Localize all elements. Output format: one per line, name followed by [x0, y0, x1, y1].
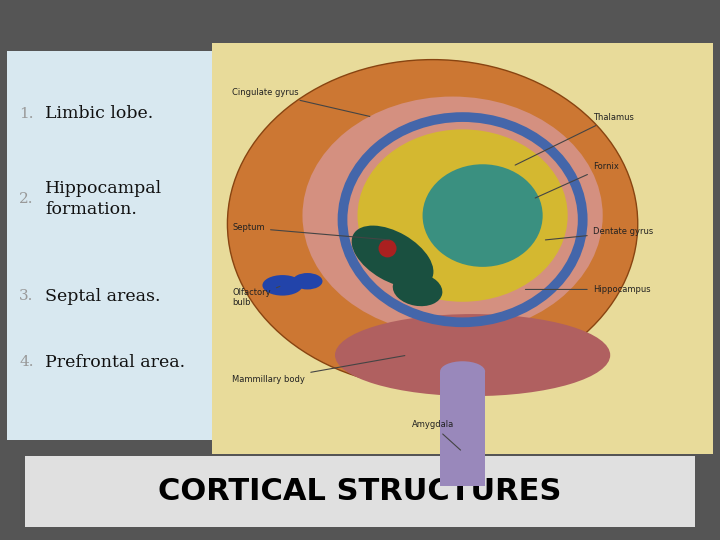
Text: Amygdala: Amygdala	[411, 420, 461, 450]
Ellipse shape	[351, 226, 433, 288]
Ellipse shape	[262, 275, 302, 295]
Ellipse shape	[302, 97, 603, 335]
Bar	[7, 51, 212, 440]
Text: Thalamus: Thalamus	[515, 112, 634, 165]
Text: Septum: Septum	[233, 224, 390, 240]
Ellipse shape	[392, 273, 442, 306]
Text: Cingulate gyrus: Cingulate gyrus	[233, 88, 370, 117]
Text: Prefrontal area.: Prefrontal area.	[45, 354, 185, 371]
Ellipse shape	[367, 133, 558, 298]
Text: Olfactory
bulb: Olfactory bulb	[233, 286, 280, 307]
Ellipse shape	[335, 314, 611, 396]
Bar	[440, 372, 485, 487]
Text: Hippocampus: Hippocampus	[526, 285, 650, 294]
Text: Fornix: Fornix	[535, 162, 618, 198]
Ellipse shape	[423, 164, 543, 267]
Bar	[25, 456, 695, 526]
Text: 1.: 1.	[19, 106, 34, 120]
Ellipse shape	[292, 273, 323, 289]
Text: CORTICAL STRUCTURES: CORTICAL STRUCTURES	[158, 477, 562, 506]
Text: Limbic lobe.: Limbic lobe.	[45, 105, 153, 122]
Text: Mammillary body: Mammillary body	[233, 355, 405, 384]
Text: 3.: 3.	[19, 289, 34, 303]
Bar	[212, 43, 713, 454]
Ellipse shape	[358, 130, 567, 302]
Text: Hippocampal
formation.: Hippocampal formation.	[45, 180, 162, 218]
Text: 2.: 2.	[19, 192, 34, 206]
Circle shape	[379, 239, 397, 258]
Ellipse shape	[228, 59, 638, 388]
Text: Septal areas.: Septal areas.	[45, 288, 161, 305]
Ellipse shape	[440, 361, 485, 382]
Text: Dentate gyrus: Dentate gyrus	[546, 227, 653, 240]
Text: 4.: 4.	[19, 355, 34, 369]
